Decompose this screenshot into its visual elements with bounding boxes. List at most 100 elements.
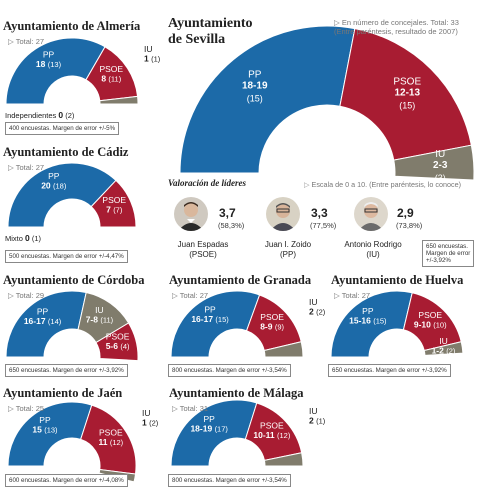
- prev-value-cordoba-pp: (14): [48, 317, 62, 326]
- arc-sevilla-iu: [393, 144, 475, 181]
- party-label-almeria-pp: PP: [43, 49, 55, 59]
- leader-name-espadas: Juan Espadas (PSOE): [177, 240, 229, 259]
- seat-value-jaen-iu: 1 (2): [142, 418, 159, 428]
- seat-value-cadiz-psoe: 7 (7): [106, 204, 123, 214]
- arc-cadiz-psoe: [90, 179, 137, 228]
- arc-malaga-iu: [263, 452, 304, 467]
- prev-value-huelva-psoe: (10): [433, 320, 447, 329]
- seat-value-cordoba-iu: 7-8 (11): [86, 314, 114, 324]
- arc-huelva-iu: [423, 341, 464, 356]
- seat-value-huelva-iu: 1-2 (2): [432, 346, 456, 356]
- footnote-cadiz: 500 encuestas. Margen de error +/-4,47%: [5, 250, 128, 263]
- party-label-malaga-psoe: PSOE: [260, 420, 284, 430]
- party-label-sevilla-pp: PP: [248, 69, 262, 80]
- city-title-sevilla: Ayuntamiento de Sevilla: [168, 16, 253, 47]
- prev-value-cordoba-psoe: (4): [120, 342, 130, 351]
- arc-almeria-pp: [5, 37, 106, 105]
- prev-value-granada-iu: (2): [316, 308, 326, 317]
- leader-known-espadas: (58,3%): [218, 221, 245, 230]
- prev-value-cordoba-iu: (11): [100, 315, 113, 324]
- prev-value-sevilla-pp: (15): [247, 93, 263, 103]
- city-title-huelva: Ayuntamiento de Huelva: [331, 273, 464, 287]
- seat-value-cordoba-psoe: 5-6 (4): [106, 341, 130, 351]
- prev-value-jaen-psoe: (12): [110, 438, 124, 447]
- seat-value-jaen-psoe: 11 (12): [98, 437, 123, 447]
- prev-value-sevilla-iu: (3): [435, 173, 446, 183]
- party-label-almeria-psoe: PSOE: [99, 64, 123, 74]
- party-label-jaen-psoe: PSOE: [99, 427, 123, 437]
- seat-value-almeria-iu: 1 (1): [144, 54, 161, 64]
- arc-jaen-psoe: [80, 404, 137, 475]
- arc-cordoba-psoe: [95, 322, 139, 362]
- footnote-cordoba: 650 encuestas. Margen de error +/-3,92%: [5, 364, 128, 377]
- party-label-sevilla-iu: IU: [435, 149, 445, 160]
- footnote-almeria: 400 encuestas. Margen de error +/-5%: [5, 122, 120, 135]
- prev-value-almeria-iu: (1): [151, 55, 161, 64]
- seat-value-jaen-pp: 15 (13): [32, 424, 58, 434]
- total-label-cordoba: ▷ Total: 29: [8, 291, 45, 300]
- chart-sevilla: PP (15) 18-19 PSOE (15) 12-13 IU (3) 2-3: [179, 25, 475, 183]
- party-label-sevilla-psoe: PSOE: [393, 77, 421, 88]
- footnote-jaen: 600 encuestas. Margen de error +/-4,08%: [5, 474, 128, 487]
- arc-cordoba-pp: [5, 290, 87, 358]
- leader-name-zoido: Juan I. Zoido (PP): [264, 240, 312, 259]
- leader-known-zoido: (77,5%): [310, 221, 337, 230]
- prev-value-huelva-iu: (2): [446, 347, 456, 356]
- seat-value-huelva-pp: 15-16 (15): [349, 316, 387, 326]
- seat-value-malaga-pp: 18-19 (17): [190, 424, 228, 434]
- party-label-cadiz-psoe: PSOE: [102, 195, 126, 205]
- party-label-almeria-iu: IU: [144, 44, 153, 54]
- extra-cadiz: Mixto 0 (1): [5, 233, 41, 243]
- prev-value-jaen-pp: (13): [44, 425, 58, 434]
- party-label-granada-pp: PP: [204, 304, 216, 314]
- prev-value-almeria-psoe: (11): [108, 75, 121, 84]
- arc-sevilla-pp: [179, 25, 356, 174]
- seat-value-malaga-psoe: 10-11 (12): [253, 430, 290, 440]
- prev-value-granada-psoe: (9): [275, 322, 285, 331]
- city-title-cordoba: Ayuntamiento de Córdoba: [3, 273, 145, 287]
- party-label-malaga-iu: IU: [309, 406, 318, 416]
- arc-cadiz-pp: [7, 162, 117, 228]
- leader-score-espadas: 3,7: [219, 206, 236, 220]
- party-label-huelva-pp: PP: [362, 306, 374, 316]
- seat-value-huelva-psoe: 9-10 (10): [414, 319, 447, 329]
- prev-value-cadiz-pp: (18): [53, 181, 67, 190]
- leaders-note: ▷ Escala de 0 a 10. (Entre paréntesis, l…: [304, 180, 461, 189]
- leader-score-rodrigo: 2,9: [397, 206, 414, 220]
- seat-value-almeria-pp: 18 (13): [36, 59, 62, 69]
- leaders-title: Valoración de líderes: [168, 178, 246, 188]
- party-label-cordoba-psoe: PSOE: [106, 332, 130, 342]
- leader-score-zoido: 3,3: [311, 206, 328, 220]
- leader-name-rodrigo: Antonio Rodrigo (IU): [344, 240, 402, 259]
- seat-value-cordoba-pp: 16-17 (14): [24, 316, 62, 326]
- avatar-antonio-rodrigo: [354, 197, 388, 231]
- seat-value-malaga-iu: 2 (1): [309, 416, 326, 426]
- seat-value-granada-iu: 2 (2): [309, 307, 326, 317]
- total-label-sevilla: ▷ En número de concejales. Total: 33 (En…: [334, 18, 459, 36]
- prev-value-huelva-pp: (15): [373, 317, 387, 326]
- party-label-cadiz-pp: PP: [48, 171, 60, 181]
- arc-malaga-pp: [170, 399, 258, 467]
- total-label-granada: ▷ Total: 27: [172, 291, 209, 300]
- seat-value-almeria-psoe: 8 (11): [101, 74, 121, 84]
- extra-almeria: Independientes 0 (2): [5, 110, 75, 120]
- party-label-granada-psoe: PSOE: [260, 312, 284, 322]
- seat-value-sevilla-psoe: 12-13: [394, 88, 420, 99]
- total-label-malaga: ▷ Total: 31: [172, 404, 209, 413]
- seat-value-sevilla-iu: 2-3: [433, 160, 448, 171]
- city-title-almeria: Ayuntamiento de Almería: [3, 19, 141, 33]
- party-label-cordoba-pp: PP: [37, 306, 49, 316]
- party-label-granada-iu: IU: [309, 297, 318, 307]
- avatar-juan-espadas: [174, 197, 208, 231]
- party-label-huelva-iu: IU: [439, 336, 448, 346]
- footnote-malaga: 800 encuestas. Margen de error +/-3,54%: [168, 474, 291, 487]
- prev-value-malaga-iu: (1): [316, 417, 326, 426]
- arc-granada-pp: [170, 290, 261, 358]
